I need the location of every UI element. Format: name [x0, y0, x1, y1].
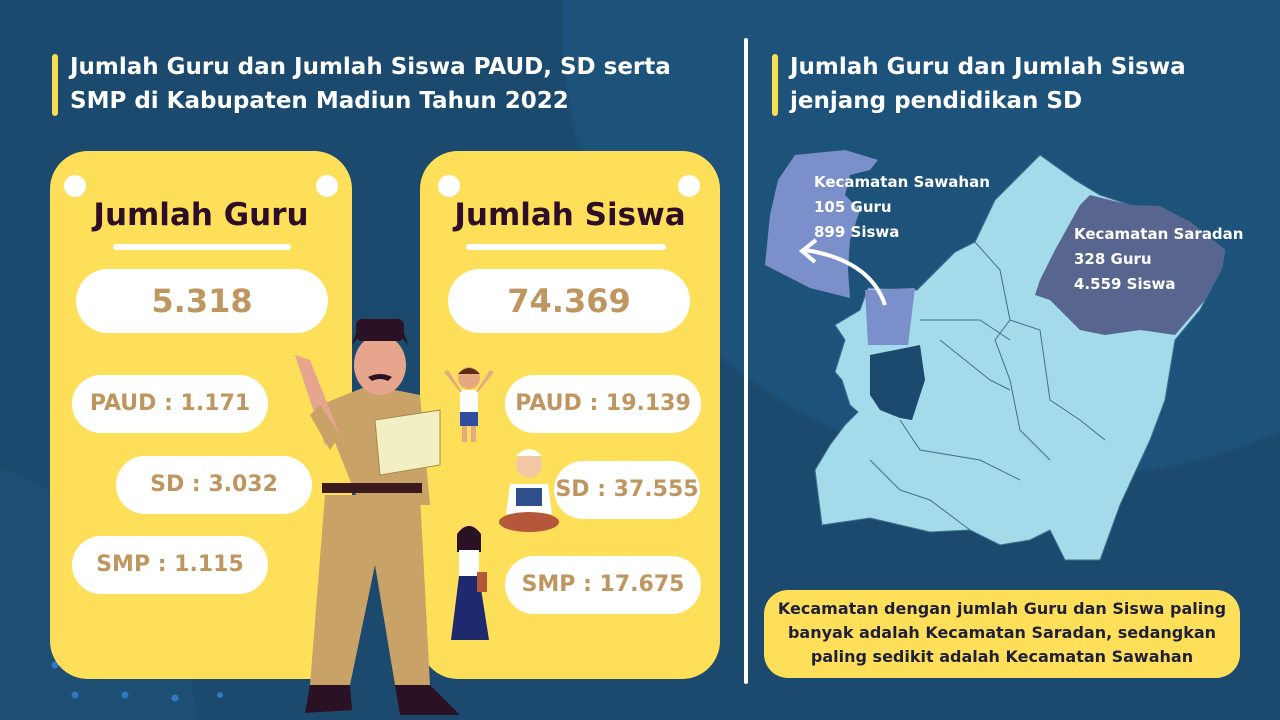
- card-hole: [678, 175, 700, 197]
- map-region-sawahan: [865, 288, 915, 345]
- card-hole: [316, 175, 338, 197]
- arrow-head-icon: [798, 238, 818, 264]
- saradan-label: Kecamatan Saradan 328 Guru 4.559 Siswa: [1074, 222, 1243, 297]
- guru-card-title: Jumlah Guru: [93, 197, 309, 233]
- title-accent-bar: [52, 54, 58, 116]
- section-divider: [744, 38, 748, 684]
- card-hole: [64, 175, 86, 197]
- title-line: Jumlah Guru dan Jumlah Siswa: [790, 54, 1186, 80]
- title-line: jenjang pendidikan SD: [790, 88, 1083, 114]
- title-underline: [113, 244, 291, 250]
- card-hole: [438, 175, 460, 197]
- conclusion-line: Kecamatan dengan jumlah Guru dan Siswa p…: [777, 599, 1227, 618]
- title-line: SMP di Kabupaten Madiun Tahun 2022: [70, 88, 569, 114]
- siswa-smp: SMP : 17.675: [505, 556, 701, 614]
- saradan-guru: 328 Guru: [1074, 250, 1152, 268]
- guru-card: Jumlah Guru 5.318 PAUD : 1.171 SD : 3.03…: [50, 151, 352, 679]
- student-reading-illustration: [499, 449, 559, 532]
- right-title: Jumlah Guru dan Jumlah Siswa jenjang pen…: [772, 50, 1186, 118]
- left-title: Jumlah Guru dan Jumlah Siswa PAUD, SD se…: [52, 50, 671, 118]
- siswa-total: 74.369: [448, 269, 690, 333]
- guru-paud: PAUD : 1.171: [72, 375, 268, 433]
- sawahan-siswa: 899 Siswa: [814, 223, 900, 241]
- map-region-sawahan-west: [765, 150, 878, 298]
- teacher-illustration: [295, 319, 460, 715]
- student-boy-illustration: [444, 367, 494, 442]
- title-accent-bar: [772, 54, 778, 116]
- conclusion-line: paling sedikit adalah Kecamatan Sawahan: [810, 647, 1194, 666]
- siswa-sd: SD : 37.555: [554, 461, 700, 519]
- sawahan-name: Kecamatan Sawahan: [814, 173, 990, 191]
- title-underline: [466, 244, 666, 250]
- conclusion-box: Kecamatan dengan jumlah Guru dan Siswa p…: [764, 590, 1240, 678]
- conclusion-line: banyak adalah Kecamatan Saradan, sedangk…: [787, 623, 1217, 642]
- guru-smp: SMP : 1.115: [72, 536, 268, 594]
- map-region-enclave: [870, 345, 925, 420]
- map-region-saradan: [1035, 195, 1225, 335]
- siswa-card-title: Jumlah Siswa: [454, 197, 686, 233]
- saradan-siswa: 4.559 Siswa: [1074, 275, 1176, 293]
- guru-sd: SD : 3.032: [116, 456, 312, 514]
- guru-total: 5.318: [76, 269, 328, 333]
- title-line: Jumlah Guru dan Jumlah Siswa PAUD, SD se…: [70, 54, 671, 80]
- arrow-icon: [804, 248, 887, 306]
- sawahan-guru: 105 Guru: [814, 198, 892, 216]
- sawahan-label: Kecamatan Sawahan 105 Guru 899 Siswa: [814, 170, 990, 245]
- siswa-paud: PAUD : 19.139: [505, 375, 701, 433]
- student-girl-illustration: [451, 525, 489, 640]
- saradan-name: Kecamatan Saradan: [1074, 225, 1244, 243]
